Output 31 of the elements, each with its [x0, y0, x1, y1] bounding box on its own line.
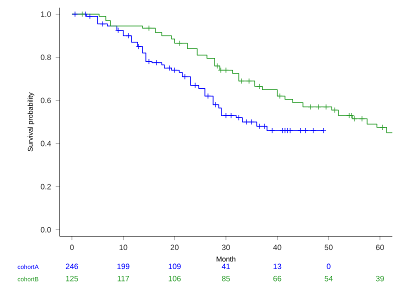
point	[223, 67, 229, 73]
point	[315, 104, 322, 110]
point	[146, 58, 152, 64]
point	[256, 83, 262, 90]
point	[115, 27, 122, 34]
point	[332, 107, 338, 113]
point	[269, 128, 276, 134]
point	[282, 128, 288, 134]
point	[302, 128, 308, 134]
point	[287, 128, 294, 134]
point	[310, 128, 316, 134]
point	[248, 118, 255, 125]
point	[280, 128, 286, 134]
point	[176, 40, 183, 46]
point	[126, 32, 132, 38]
point	[351, 116, 358, 122]
point	[146, 25, 152, 31]
point	[359, 116, 365, 122]
point	[100, 20, 106, 27]
point	[244, 118, 250, 125]
point	[256, 123, 262, 130]
point	[192, 82, 198, 88]
point	[323, 104, 329, 110]
point	[308, 104, 314, 110]
point	[284, 128, 290, 134]
point	[205, 93, 211, 99]
point	[380, 124, 386, 130]
point	[262, 123, 268, 130]
point	[297, 128, 304, 134]
point	[154, 60, 160, 66]
point	[79, 11, 86, 17]
